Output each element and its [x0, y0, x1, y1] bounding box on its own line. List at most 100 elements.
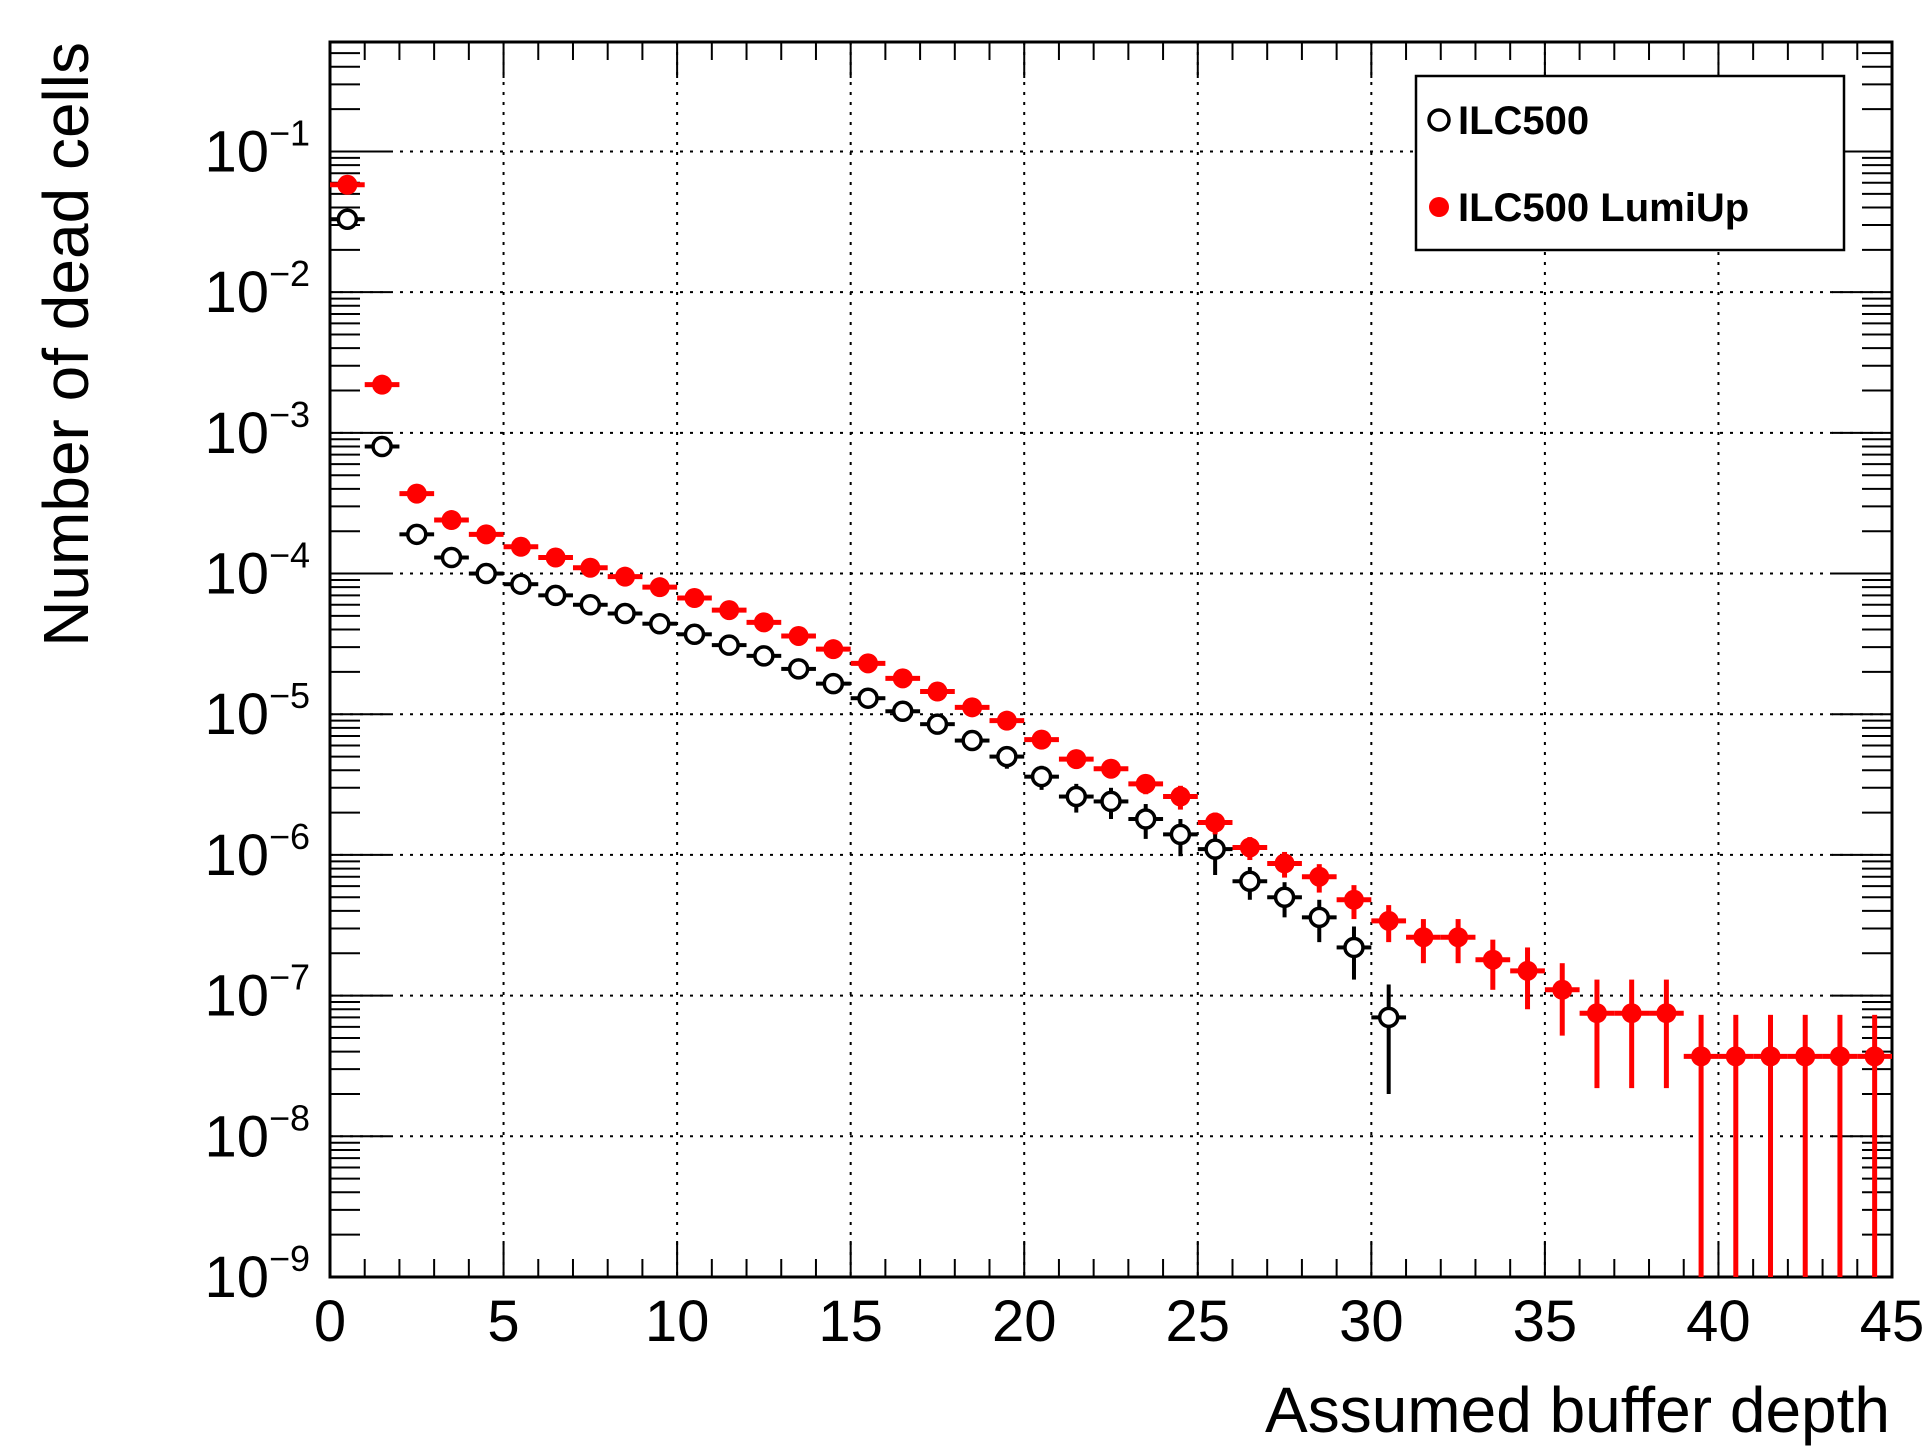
data-point — [440, 546, 463, 569]
data-point — [510, 536, 531, 557]
y-tick-label: 10−2 — [204, 253, 310, 325]
data-point — [406, 523, 428, 546]
x-tick-label: 0 — [314, 1289, 346, 1354]
series-layer — [330, 174, 1892, 1277]
x-tick-label: 45 — [1860, 1289, 1925, 1354]
y-tick-labels: 10−110−210−310−410−510−610−710−810−9 — [204, 112, 310, 1310]
series-ilc500-lumiup — [330, 174, 1892, 1277]
y-tick-base: 10 — [204, 119, 269, 184]
data-point — [718, 634, 740, 656]
data-point — [1377, 1006, 1400, 1029]
data-point — [996, 745, 1018, 768]
y-tick-label: 10−1 — [204, 112, 310, 184]
data-point — [372, 374, 393, 395]
data-point — [614, 602, 636, 625]
data-point — [1134, 808, 1157, 830]
data-point — [1829, 1046, 1850, 1067]
y-tick-exponent: −6 — [269, 816, 310, 857]
y-tick-base: 10 — [204, 823, 269, 888]
legend-box — [1414, 74, 1846, 252]
x-tick-label: 15 — [818, 1289, 883, 1354]
data-point — [1309, 866, 1330, 887]
data-point — [857, 687, 879, 709]
data-point — [1273, 886, 1296, 909]
data-point — [1517, 960, 1538, 981]
y-tick-base: 10 — [204, 1245, 269, 1310]
data-point — [1065, 785, 1088, 808]
data-point — [1413, 927, 1434, 948]
data-point — [544, 584, 567, 607]
x-tick-label: 30 — [1339, 1289, 1404, 1354]
data-point — [1239, 870, 1261, 893]
data-point — [441, 510, 462, 531]
y-tick-exponent: −8 — [269, 1097, 310, 1138]
data-point — [1482, 949, 1503, 970]
data-point — [1308, 906, 1331, 929]
x-tick-label: 10 — [645, 1289, 710, 1354]
y-axis-title: Number of dead cells — [30, 42, 102, 647]
grid-lines — [330, 42, 1892, 1277]
data-point — [926, 713, 949, 735]
data-point — [962, 697, 983, 718]
data-point — [475, 562, 497, 585]
data-point — [1378, 910, 1399, 931]
y-tick-exponent: −1 — [269, 112, 310, 153]
data-point — [1205, 812, 1226, 833]
data-point — [927, 681, 948, 702]
y-tick-label: 10−7 — [204, 957, 310, 1029]
data-point — [1135, 773, 1156, 794]
legend-marker-ilc500 — [1427, 108, 1451, 132]
data-point — [961, 729, 983, 752]
data-point — [1066, 749, 1087, 770]
y-tick-exponent: −7 — [269, 957, 310, 998]
y-tick-exponent: −9 — [269, 1238, 310, 1279]
y-tick-base: 10 — [204, 260, 269, 325]
y-tick-exponent: −4 — [269, 535, 310, 576]
data-point — [1030, 765, 1053, 788]
data-point — [787, 658, 810, 680]
x-tick-label: 35 — [1513, 1289, 1578, 1354]
y-tick-label: 10−9 — [204, 1238, 310, 1310]
data-point — [580, 557, 601, 578]
data-point — [996, 710, 1017, 731]
y-tick-exponent: −2 — [269, 253, 310, 294]
data-point — [579, 594, 602, 616]
data-point — [1239, 837, 1260, 858]
data-point — [371, 435, 393, 458]
data-point — [649, 577, 670, 598]
y-tick-base: 10 — [204, 542, 269, 607]
data-point — [1552, 979, 1573, 1000]
y-tick-base: 10 — [204, 401, 269, 466]
data-point — [1621, 1003, 1642, 1024]
y-tick-label: 10−8 — [204, 1097, 310, 1169]
series-ilc500 — [330, 208, 1407, 1094]
legend-label-ilc500: ILC500 — [1458, 99, 1589, 143]
data-point — [684, 588, 705, 609]
y-tick-exponent: −3 — [269, 394, 310, 435]
data-point — [1725, 1046, 1746, 1067]
data-point — [1795, 1046, 1816, 1067]
data-point — [892, 668, 913, 689]
data-point — [858, 653, 879, 674]
data-point — [1656, 1003, 1677, 1024]
data-point — [615, 566, 636, 587]
data-point — [1343, 889, 1364, 910]
data-point — [1101, 758, 1121, 779]
x-axis-title: Assumed buffer depth — [1265, 1374, 1890, 1446]
legend-marker-ilc500-lumiup — [1429, 197, 1449, 217]
y-tick-label: 10−6 — [204, 816, 310, 888]
y-tick-base: 10 — [204, 682, 269, 747]
data-point — [1864, 1046, 1885, 1067]
data-point — [753, 612, 774, 633]
data-point — [1760, 1046, 1781, 1067]
y-tick-base: 10 — [204, 1104, 269, 1169]
x-tick-label: 40 — [1686, 1289, 1751, 1354]
y-tick-base: 10 — [204, 964, 269, 1029]
y-tick-label: 10−5 — [204, 675, 310, 747]
data-point — [822, 672, 845, 695]
legend: ILC500 ILC500 LumiUp — [1414, 74, 1846, 252]
data-point — [719, 600, 740, 621]
data-point — [788, 625, 809, 646]
data-point — [649, 612, 671, 635]
